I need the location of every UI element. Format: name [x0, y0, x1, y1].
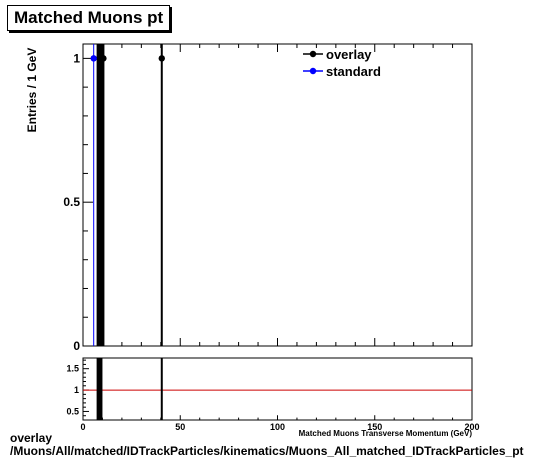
y-tick-label: 0.5	[63, 195, 80, 209]
ratio-bin-block	[96, 358, 103, 420]
chart-title: Matched Muons pt	[7, 5, 171, 31]
overlay-point	[158, 55, 165, 62]
x-tick-label: 50	[175, 422, 185, 432]
footer-caption: overlay /Muons/All/matched/IDTrackPartic…	[10, 432, 546, 458]
main-axes: 00.51	[63, 44, 473, 353]
x-tick-label: 100	[270, 422, 285, 432]
x-tick-label: 150	[367, 422, 382, 432]
y-tick-label: 1	[73, 51, 80, 65]
standard-point	[90, 55, 97, 62]
legend-marker-overlay	[309, 50, 317, 58]
x-axis-label: Matched Muons Transverse Momentum (GeV)	[299, 429, 473, 438]
x-tick-label: 0	[80, 422, 85, 432]
main-data-marks	[90, 44, 165, 346]
legend-label-overlay: overlay	[326, 47, 372, 62]
overlay-bin-block	[96, 44, 103, 346]
y-axis-label: Entries / 1 GeV	[25, 48, 39, 133]
ratio-y-tick-label: 1.5	[66, 364, 79, 374]
ratio-plot-frame	[82, 357, 473, 421]
main-plot-frame	[82, 43, 473, 347]
footer-line-2: /Muons/All/matched/IDTrackParticles/kine…	[10, 444, 524, 458]
ratio-data-marks	[83, 358, 472, 420]
overlay-point	[100, 55, 107, 62]
y-tick-label: 0	[73, 339, 80, 353]
footer-line-1: overlay	[10, 432, 53, 445]
x-tick-label: 200	[464, 422, 479, 432]
legend-marker-standard	[309, 67, 317, 75]
ratio-axes: 0 50 100 150 200 0.5 1 1.5	[66, 359, 480, 432]
ratio-y-tick-label: 1	[74, 385, 79, 395]
legend-label-standard: standard	[326, 64, 381, 79]
legend: overlay standard	[303, 47, 381, 79]
ratio-y-tick-label: 0.5	[66, 406, 79, 416]
